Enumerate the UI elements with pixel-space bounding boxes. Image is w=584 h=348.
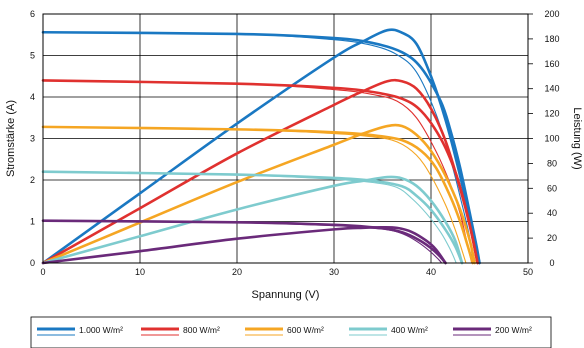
y-right-tick-label: 200 [544, 9, 559, 19]
x-tick-label: 0 [40, 267, 45, 277]
y-right-tick-label: 140 [544, 84, 559, 94]
legend-item: 800 W/m² [141, 325, 220, 336]
series-1 [41, 78, 479, 265]
legend-item: 600 W/m² [245, 325, 324, 336]
grid [43, 14, 528, 263]
legend-label: 400 W/m² [391, 325, 428, 335]
y-right-tick-label: 160 [544, 59, 559, 69]
y-left-tick-label: 1 [30, 217, 35, 227]
current-curve [41, 170, 464, 265]
series-2 [41, 123, 476, 265]
legend-item: 1.000 W/m² [37, 325, 123, 336]
legend-label: 200 W/m² [495, 325, 532, 335]
x-tick-label: 30 [329, 267, 339, 277]
series-0 [41, 28, 481, 265]
legend-item: 400 W/m² [349, 325, 428, 336]
y-right-tick-label: 80 [547, 158, 557, 168]
y-left-tick-label: 0 [30, 258, 35, 268]
legend-label: 1.000 W/m² [79, 325, 123, 335]
x-tick-label: 10 [135, 267, 145, 277]
y-axis-left-title: Stromstärke (A) [5, 100, 17, 177]
power-curve [41, 123, 476, 265]
tick-labels: 0 10 20 30 40 5001234560204060801001201401601… [30, 9, 560, 277]
series-lines [41, 28, 481, 265]
power-curve [41, 28, 481, 265]
legend-label: 600 W/m² [287, 325, 324, 335]
y-right-tick-label: 40 [547, 208, 557, 218]
power-curve [41, 78, 479, 265]
y-left-tick-label: 4 [30, 92, 35, 102]
y-right-tick-label: 180 [544, 34, 559, 44]
power-curve [41, 225, 447, 265]
y-right-tick-label: 60 [547, 183, 557, 193]
current-curve [41, 219, 447, 265]
x-tick-label: 40 [426, 267, 436, 277]
legend-box [30, 316, 552, 348]
y-right-tick-label: 120 [544, 109, 559, 119]
x-tick-label: 20 [232, 267, 242, 277]
x-axis-title: Spannung (V) [252, 289, 320, 301]
y-right-tick-label: 100 [544, 134, 559, 144]
y-left-tick-label: 2 [30, 175, 35, 185]
x-tick-label: 50 [523, 267, 533, 277]
series-4 [41, 219, 447, 265]
current-curve [41, 30, 481, 265]
current-curve-thin [42, 126, 467, 264]
legend: 1.000 W/m² 800 W/m² 600 W/m² 400 W/m² 200 W/… [30, 316, 552, 348]
y-left-tick-label: 3 [30, 134, 35, 144]
current-curve [41, 125, 475, 265]
y-right-tick-label: 0 [549, 258, 554, 268]
y-right-tick-label: 20 [547, 233, 557, 243]
legend-item: 200 W/m² [453, 325, 532, 336]
y-left-tick-label: 5 [30, 51, 35, 61]
y-left-tick-label: 6 [30, 9, 35, 19]
legend-label: 800 W/m² [183, 325, 220, 335]
y-axis-right-title: Leistung (W) [571, 107, 583, 169]
